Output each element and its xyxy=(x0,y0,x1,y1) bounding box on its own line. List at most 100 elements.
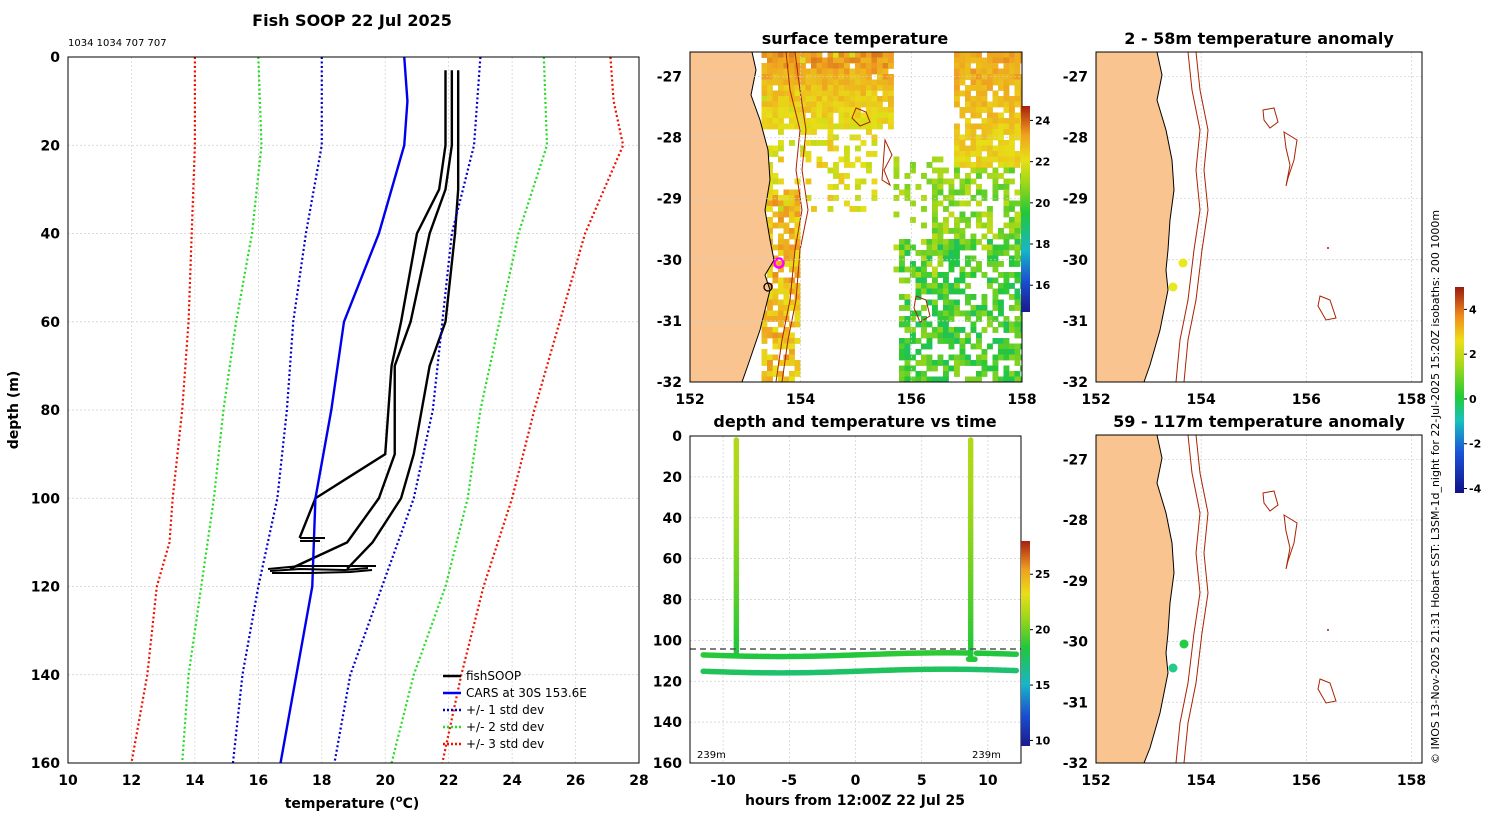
sst-cell xyxy=(954,305,960,311)
sst-cell xyxy=(976,156,982,163)
sst-cell xyxy=(1009,112,1015,119)
sst-cell xyxy=(965,118,971,124)
surface-isobath-1000 xyxy=(781,52,809,382)
sst-cell xyxy=(866,162,872,168)
sst-cell xyxy=(778,195,784,201)
sst-cell xyxy=(778,217,784,223)
sst-cell xyxy=(871,96,878,102)
sst-cell xyxy=(965,129,971,135)
sst-cell xyxy=(987,74,993,80)
sst-cell xyxy=(772,288,779,295)
sst-cell xyxy=(866,107,872,113)
sst-cell xyxy=(789,195,795,201)
sst-cell xyxy=(767,222,773,229)
sst-cell xyxy=(816,107,823,113)
sst-cell xyxy=(987,173,993,179)
sst-cell xyxy=(789,250,795,256)
sst-cell xyxy=(992,360,999,366)
sst-cell xyxy=(970,294,977,300)
sst-cell xyxy=(943,272,949,278)
sst-cell xyxy=(932,376,938,382)
sst-cell xyxy=(954,85,960,91)
sst-cell xyxy=(816,123,823,130)
sst-cell xyxy=(959,145,966,152)
sst-cell xyxy=(1003,90,1010,97)
sst-cell xyxy=(772,200,779,207)
sst-cell xyxy=(805,79,812,86)
anomaly-cb-label: 4 xyxy=(1469,303,1477,316)
sst-cell xyxy=(970,310,977,317)
sst-cell xyxy=(761,63,768,69)
sst-cell xyxy=(1003,200,1010,207)
sst-cell xyxy=(959,68,966,75)
anomaly2-ytick-label: -27 xyxy=(1063,452,1088,468)
sst-cell xyxy=(767,365,773,372)
sst-cell xyxy=(959,354,966,361)
sst-cell xyxy=(926,255,933,262)
sst-cell xyxy=(915,250,922,256)
sst-cell xyxy=(1014,294,1021,300)
sst-cell xyxy=(833,90,839,97)
sst-cell xyxy=(783,250,790,256)
sst-cell xyxy=(1020,327,1022,333)
sst-cell xyxy=(827,101,834,108)
sst-cell xyxy=(959,156,966,163)
sst-cell xyxy=(987,244,993,251)
sst-cell xyxy=(778,360,784,366)
sst-cell xyxy=(998,184,1004,190)
sst-cell xyxy=(998,349,1004,355)
sst-cell xyxy=(998,299,1004,306)
sst-cell xyxy=(954,156,960,163)
sst-cell xyxy=(838,101,845,108)
time-xtick-label: -5 xyxy=(782,773,798,789)
sst-cell xyxy=(899,376,905,382)
sst-cell xyxy=(1003,211,1010,218)
sst-cell xyxy=(1009,162,1015,168)
sst-cell xyxy=(805,74,812,80)
sst-cell xyxy=(932,211,938,218)
sst-cell xyxy=(783,354,790,361)
sst-cell xyxy=(822,162,828,168)
sst-cell xyxy=(767,299,773,306)
profile-xtick-label: 28 xyxy=(629,773,648,789)
sst-cell xyxy=(987,255,993,262)
sst-cell xyxy=(970,266,977,273)
sst-cell xyxy=(932,310,938,317)
sst-cell xyxy=(778,321,784,328)
sst-cell xyxy=(987,222,993,229)
sst-cell xyxy=(976,145,982,152)
time-ytick-label: 140 xyxy=(653,715,682,731)
sst-cell xyxy=(833,184,839,190)
sst-cell xyxy=(987,156,993,163)
anomaly-cb-label: -4 xyxy=(1469,483,1482,496)
sst-cell xyxy=(789,343,795,350)
sst-cell xyxy=(877,112,883,119)
sst-cell xyxy=(992,371,999,377)
sst-cell xyxy=(910,327,916,333)
sst-cell xyxy=(970,178,977,185)
sst-cell xyxy=(976,151,982,157)
sst-cell xyxy=(811,57,817,64)
surface-cb-label: 24 xyxy=(1035,114,1051,127)
sst-cell xyxy=(778,101,784,108)
sst-cell xyxy=(954,200,960,207)
sst-cell xyxy=(855,90,861,97)
sst-cell xyxy=(899,261,905,267)
sst-cell xyxy=(794,316,801,322)
sst-cell xyxy=(877,63,883,69)
sst-cell xyxy=(816,162,823,168)
legend-std3: +/- 3 std dev xyxy=(466,737,544,751)
sst-cell xyxy=(877,74,883,80)
sst-cell xyxy=(767,294,773,300)
sst-cell xyxy=(805,195,812,201)
sst-cell xyxy=(987,261,993,267)
sst-cell xyxy=(943,228,949,234)
sst-cell xyxy=(1014,90,1021,97)
sst-cell xyxy=(882,52,889,58)
sst-cell xyxy=(811,68,817,75)
sst-cell xyxy=(965,376,971,382)
sst-cell xyxy=(904,327,911,333)
sst-cell xyxy=(1009,145,1015,152)
sst-cell xyxy=(948,200,955,207)
sst-cell xyxy=(1020,85,1022,91)
